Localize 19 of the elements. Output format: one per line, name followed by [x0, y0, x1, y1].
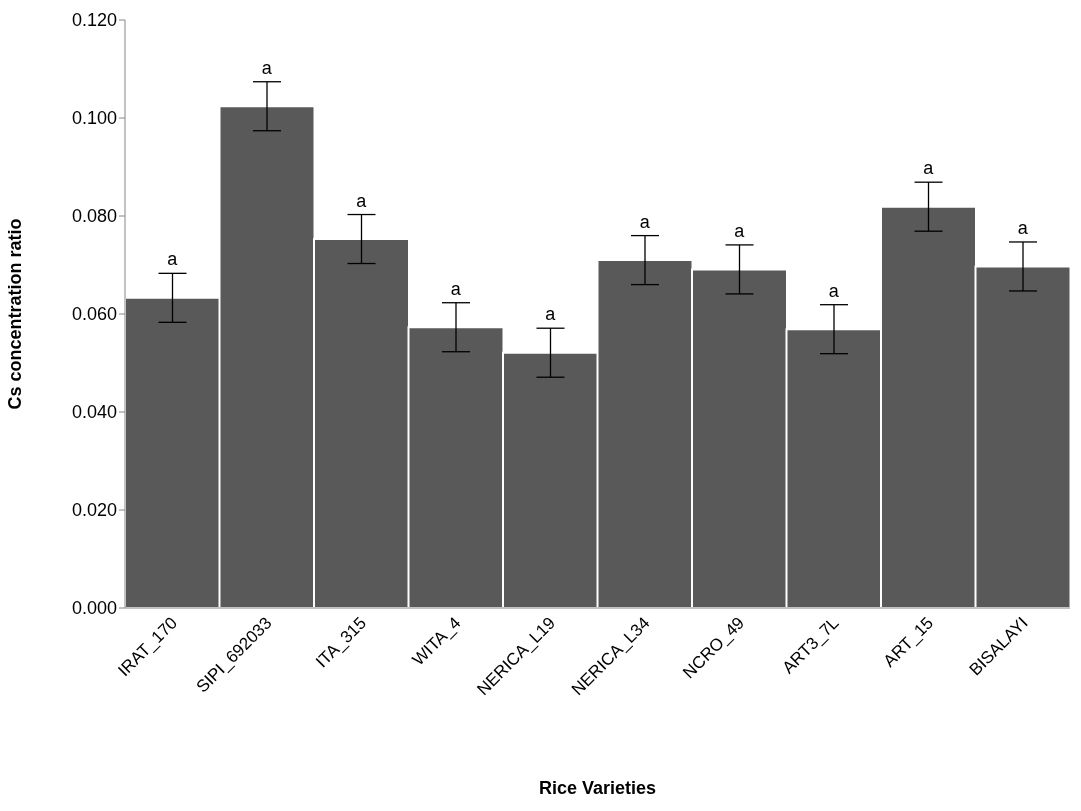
annotation: a — [167, 249, 179, 270]
y-tick-label: 0.080 — [71, 206, 117, 227]
annotation: a — [639, 211, 651, 232]
y-tick-label: 0.100 — [71, 108, 117, 129]
y-axis-title: Cs concentration ratio — [5, 218, 26, 410]
annotation: a — [261, 57, 273, 78]
y-tick-label: 0.060 — [71, 304, 117, 325]
annotation: a — [828, 280, 840, 301]
y-tick-label: 0.120 — [71, 10, 117, 31]
annotation: a — [545, 304, 557, 325]
annotation: a — [734, 220, 746, 241]
annotation: a — [356, 190, 368, 211]
y-tick-label: 0.000 — [71, 598, 117, 619]
y-tick-label: 0.020 — [71, 500, 117, 521]
annotation: a — [1017, 217, 1029, 238]
y-tick-label: 0.040 — [71, 402, 117, 423]
annotation: a — [450, 278, 462, 299]
x-axis-title: Rice Varieties — [537, 778, 658, 799]
annotation: a — [923, 158, 935, 179]
